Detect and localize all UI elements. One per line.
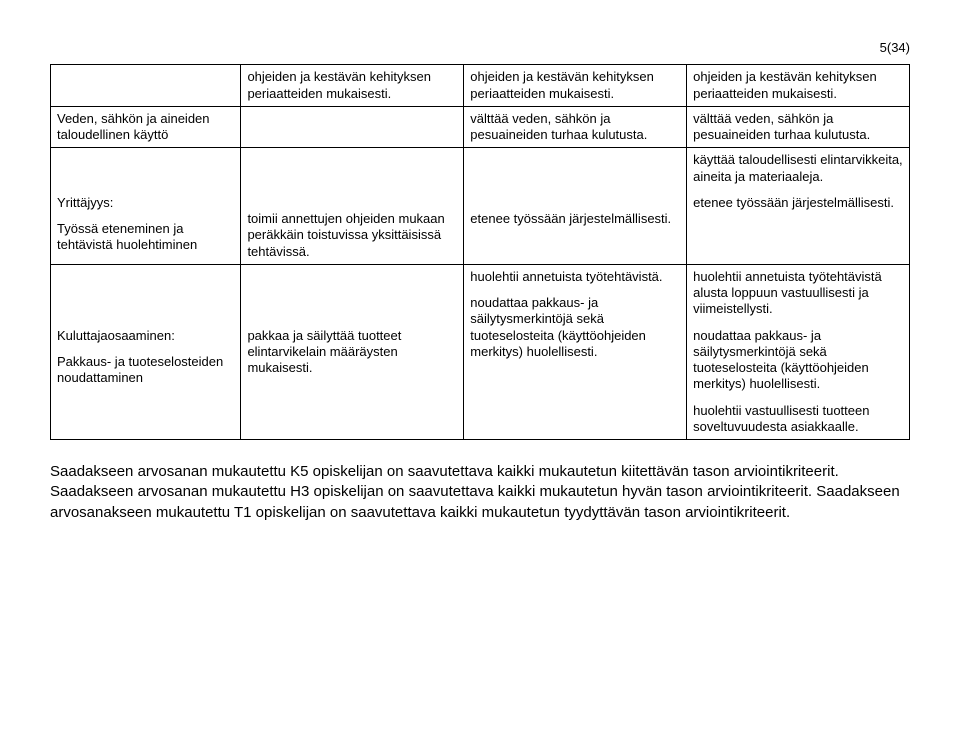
table-cell: toimii annettujen ohjeiden mukaan peräkk… [241,148,464,265]
cell-spacer [247,152,457,201]
cell-paragraph: noudattaa pakkaus- ja säilytysmerkintöjä… [470,295,680,360]
cell-paragraph: noudattaa pakkaus- ja säilytysmerkintöjä… [693,328,903,393]
table-cell: ohjeiden ja kestävän kehityksen periaatt… [687,65,910,107]
cell-paragraph: Kuluttajaosaaminen: [57,328,234,344]
table-body: ohjeiden ja kestävän kehityksen periaatt… [51,65,910,440]
table-cell: Veden, sähkön ja aineiden taloudellinen … [51,106,241,148]
table-cell: välttää veden, sähkön ja pesuaineiden tu… [464,106,687,148]
table-cell: käyttää taloudellisesti elintarvikkeita,… [687,148,910,265]
cell-paragraph: Työssä eteneminen ja tehtävistä huolehti… [57,221,234,254]
criteria-table: ohjeiden ja kestävän kehityksen periaatt… [50,64,910,440]
cell-spacer [57,269,234,318]
table-row: Kuluttajaosaaminen: Pakkaus- ja tuoteselo… [51,264,910,439]
cell-paragraph: Yrittäjyys: [57,195,234,211]
cell-paragraph: välttää veden, sähkön ja pesuaineiden tu… [693,111,903,144]
table-cell: välttää veden, sähkön ja pesuaineiden tu… [687,106,910,148]
cell-paragraph: ohjeiden ja kestävän kehityksen periaatt… [693,69,903,102]
cell-spacer [247,269,457,318]
cell-paragraph: pakkaa ja säilyttää tuotteet elintarvike… [247,328,457,377]
table-cell [51,65,241,107]
table-cell: ohjeiden ja kestävän kehityksen periaatt… [241,65,464,107]
table-cell: Yrittäjyys: Työssä eteneminen ja tehtävis… [51,148,241,265]
table-cell: etenee työssään järjestelmällisesti. [464,148,687,265]
table-cell: Kuluttajaosaaminen: Pakkaus- ja tuoteselo… [51,264,241,439]
table-row: ohjeiden ja kestävän kehityksen periaatt… [51,65,910,107]
cell-paragraph: huolehtii annetuista työtehtävistä alust… [693,269,903,318]
cell-paragraph: etenee työssään järjestelmällisesti. [470,211,680,227]
cell-paragraph: etenee työssään järjestelmällisesti. [693,195,903,211]
cell-paragraph: Veden, sähkön ja aineiden taloudellinen … [57,111,234,144]
footer-paragraph: Saadakseen arvosanan mukautettu K5 opisk… [50,462,910,523]
table-cell: huolehtii annetuista työtehtävistä. nouda… [464,264,687,439]
table-cell: huolehtii annetuista työtehtävistä alust… [687,264,910,439]
cell-paragraph: käyttää taloudellisesti elintarvikkeita,… [693,152,903,185]
table-row: Yrittäjyys: Työssä eteneminen ja tehtävis… [51,148,910,265]
cell-paragraph: ohjeiden ja kestävän kehityksen periaatt… [247,69,457,102]
cell-spacer [57,152,234,185]
cell-paragraph: ohjeiden ja kestävän kehityksen periaatt… [470,69,680,102]
cell-paragraph: Pakkaus- ja tuoteselosteiden noudattamin… [57,354,234,387]
cell-paragraph: toimii annettujen ohjeiden mukaan peräkk… [247,211,457,260]
table-cell: ohjeiden ja kestävän kehityksen periaatt… [464,65,687,107]
cell-paragraph: huolehtii vastuullisesti tuotteen sovelt… [693,403,903,436]
cell-spacer [470,152,680,201]
table-row: Veden, sähkön ja aineiden taloudellinen … [51,106,910,148]
page-number: 5(34) [50,40,910,56]
cell-paragraph: välttää veden, sähkön ja pesuaineiden tu… [470,111,680,144]
cell-paragraph: huolehtii annetuista työtehtävistä. [470,269,680,285]
table-cell: pakkaa ja säilyttää tuotteet elintarvike… [241,264,464,439]
table-cell [241,106,464,148]
